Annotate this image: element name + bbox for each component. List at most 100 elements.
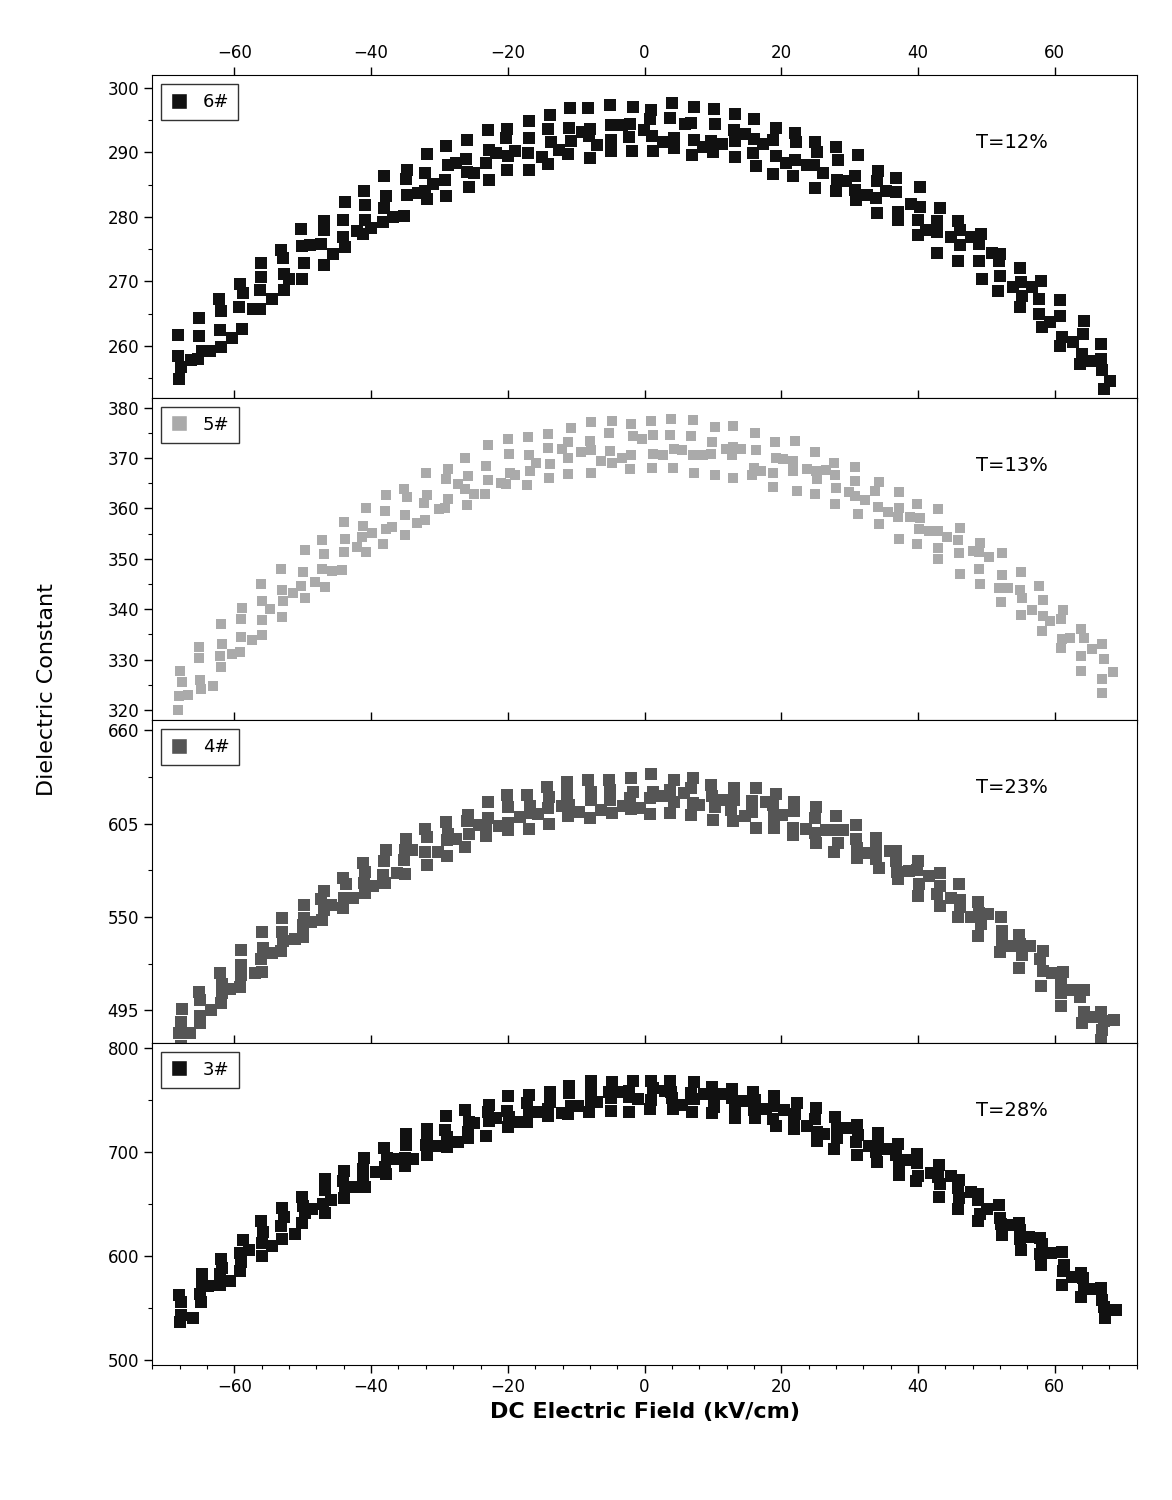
- Point: [170, 660, 189, 684]
- Point: [641, 786, 660, 810]
- Point: [293, 1185, 312, 1209]
- Point: [766, 144, 785, 168]
- Point: [949, 1185, 968, 1209]
- Point: [437, 184, 456, 209]
- Point: [870, 470, 888, 494]
- Point: [867, 839, 886, 862]
- Point: [1064, 330, 1083, 354]
- Point: [538, 776, 557, 800]
- Point: [1104, 660, 1123, 684]
- Point: [560, 1074, 579, 1098]
- Point: [211, 300, 230, 324]
- Point: [846, 188, 865, 211]
- Point: [1093, 632, 1112, 656]
- Point: [784, 448, 803, 472]
- Point: [1021, 934, 1040, 958]
- Point: [990, 242, 1009, 266]
- Point: [190, 669, 209, 693]
- Point: [973, 267, 992, 291]
- Point: [1093, 1019, 1112, 1042]
- Point: [191, 1004, 210, 1028]
- Point: [397, 1132, 416, 1156]
- Point: [527, 452, 546, 476]
- Point: [1030, 286, 1049, 310]
- Point: [690, 794, 709, 818]
- Point: [231, 626, 250, 650]
- Point: [601, 440, 620, 464]
- Point: [764, 476, 783, 500]
- Point: [600, 768, 619, 792]
- Point: [909, 518, 928, 542]
- Point: [1083, 1005, 1102, 1029]
- Point: [899, 859, 918, 883]
- Point: [396, 504, 415, 528]
- Point: [908, 222, 927, 246]
- Point: [190, 981, 209, 1005]
- Point: [744, 1080, 763, 1104]
- Point: [592, 798, 611, 822]
- Point: [418, 483, 437, 507]
- Point: [1071, 1286, 1090, 1310]
- Point: [949, 528, 968, 552]
- Point: [655, 1078, 674, 1102]
- Point: [252, 252, 271, 276]
- Point: [272, 939, 291, 963]
- Point: [642, 1089, 661, 1113]
- Point: [336, 871, 355, 895]
- Point: [1013, 586, 1031, 610]
- Point: [479, 468, 498, 492]
- Point: [1010, 932, 1029, 956]
- Point: [520, 1083, 539, 1107]
- Point: [252, 622, 271, 646]
- Text: T=12%: T=12%: [976, 134, 1048, 152]
- Point: [517, 783, 536, 807]
- Point: [182, 348, 200, 372]
- Point: [682, 142, 701, 166]
- Point: [170, 1282, 189, 1306]
- Point: [620, 1100, 639, 1124]
- Point: [847, 1143, 866, 1167]
- Point: [949, 209, 968, 232]
- Point: [643, 780, 662, 804]
- Point: [384, 206, 403, 230]
- Point: [725, 129, 744, 153]
- Point: [251, 266, 270, 290]
- Point: [1072, 342, 1091, 366]
- Point: [232, 1250, 251, 1274]
- Point: [665, 790, 683, 814]
- Point: [868, 1122, 887, 1146]
- Point: [808, 1096, 826, 1120]
- Point: [334, 510, 353, 534]
- Point: [941, 886, 960, 910]
- Point: [314, 879, 333, 903]
- Point: [838, 1116, 857, 1140]
- Point: [416, 460, 435, 484]
- Point: [486, 141, 505, 165]
- Point: [601, 788, 620, 812]
- Point: [887, 839, 906, 862]
- Point: [180, 1022, 199, 1046]
- Point: [499, 144, 518, 168]
- Point: [1001, 934, 1020, 958]
- Point: [559, 1102, 578, 1126]
- Point: [845, 456, 864, 480]
- Point: [418, 825, 437, 849]
- Point: [919, 519, 938, 543]
- Point: [1072, 1262, 1091, 1286]
- Point: [745, 1088, 764, 1112]
- Point: [437, 1125, 456, 1149]
- Point: [641, 408, 660, 432]
- Point: [315, 576, 334, 600]
- Point: [274, 278, 293, 302]
- Point: [785, 1118, 804, 1142]
- Point: [1034, 958, 1052, 982]
- Point: [375, 849, 394, 873]
- Point: [972, 222, 990, 246]
- Point: [992, 1212, 1010, 1236]
- Point: [322, 1188, 341, 1212]
- Point: [826, 804, 845, 828]
- Point: [1031, 946, 1050, 970]
- Point: [703, 1101, 722, 1125]
- Point: [334, 1186, 353, 1210]
- Point: [491, 471, 510, 495]
